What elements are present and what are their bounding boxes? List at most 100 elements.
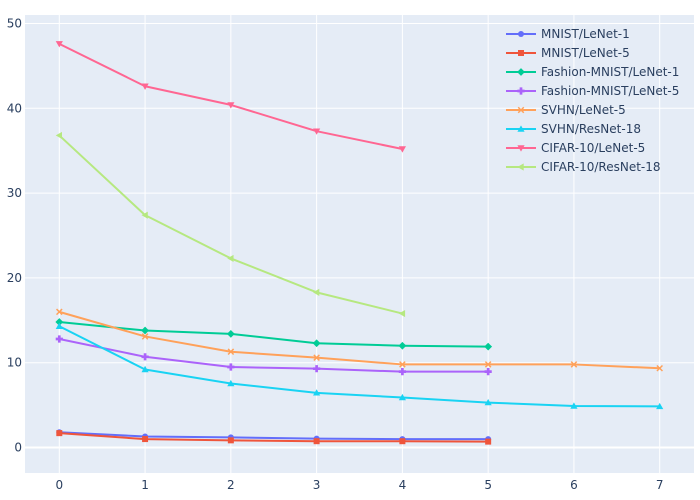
data-point[interactable] — [55, 131, 63, 140]
data-point[interactable] — [141, 211, 148, 219]
legend-label: SVHN/LeNet-5 — [541, 103, 626, 117]
data-point[interactable] — [56, 430, 63, 437]
legend-marker — [518, 31, 524, 37]
data-point[interactable] — [656, 364, 663, 372]
data-point[interactable] — [313, 389, 321, 396]
data-point[interactable] — [56, 308, 63, 316]
data-point[interactable] — [399, 361, 406, 368]
legend[interactable]: MNIST/LeNet-1 MNIST/LeNet-5 Fashion-MNIST/… — [506, 27, 679, 174]
data-point[interactable] — [398, 341, 407, 350]
data-point[interactable] — [55, 335, 63, 343]
data-point[interactable] — [227, 348, 235, 356]
data-point[interactable] — [570, 361, 578, 368]
legend-item-svhn-lenet-5[interactable]: SVHN/LeNet-5 — [506, 103, 626, 117]
series-cifar-10-resnet-18[interactable] — [55, 131, 406, 318]
series-line[interactable] — [58, 325, 660, 408]
y-axis-tick-labels: 0 10 20 30 40 50 — [7, 16, 22, 454]
legend-label: MNIST/LeNet-5 — [541, 46, 630, 60]
data-point[interactable] — [313, 438, 320, 445]
x-tick-label: 7 — [656, 478, 664, 492]
data-point[interactable] — [55, 318, 64, 326]
legend-marker — [517, 145, 525, 152]
data-point[interactable] — [55, 322, 63, 329]
legend-item-cifar-10-resnet-18[interactable]: CIFAR-10/ResNet-18 — [506, 160, 661, 174]
data-point[interactable] — [227, 379, 235, 387]
legend-label: Fashion-MNIST/LeNet-5 — [541, 84, 679, 98]
series-svhn-lenet-5[interactable] — [56, 308, 663, 372]
data-point[interactable] — [141, 326, 149, 335]
data-point[interactable] — [55, 41, 63, 48]
data-point[interactable] — [484, 368, 492, 376]
legend-marker — [517, 125, 525, 132]
series-lines — [55, 41, 664, 445]
y-tick-label: 40 — [7, 101, 22, 115]
data-point[interactable] — [398, 368, 406, 376]
series-fashion-mnist-lenet-5[interactable] — [55, 335, 492, 376]
data-point[interactable] — [656, 402, 664, 410]
y-tick-label: 30 — [7, 186, 22, 200]
series-line[interactable] — [59, 338, 489, 373]
data-point[interactable] — [227, 363, 235, 371]
data-point[interactable] — [313, 354, 320, 361]
legend-item-mnist-lenet-5[interactable]: MNIST/LeNet-5 — [506, 46, 630, 60]
x-tick-label: 2 — [227, 478, 235, 492]
x-tick-label: 4 — [399, 478, 407, 492]
plot-area — [25, 15, 694, 473]
legend-item-cifar-10-lenet-5[interactable]: CIFAR-10/LeNet-5 — [506, 141, 645, 155]
y-tick-label: 0 — [14, 441, 22, 455]
data-point[interactable] — [484, 399, 492, 406]
data-point[interactable] — [141, 333, 149, 340]
data-point[interactable] — [313, 288, 320, 296]
legend-label: SVHN/ResNet-18 — [541, 122, 641, 136]
series-line[interactable] — [59, 431, 489, 441]
data-point[interactable] — [142, 436, 149, 443]
data-point[interactable] — [399, 438, 406, 445]
data-point[interactable] — [141, 353, 149, 361]
data-point[interactable] — [141, 83, 149, 90]
legend-marker — [517, 68, 525, 76]
x-tick-label: 0 — [55, 478, 63, 492]
series-mnist-lenet-5[interactable] — [56, 430, 492, 445]
legend-item-fashion-mnist-lenet-5[interactable]: Fashion-MNIST/LeNet-5 — [506, 84, 679, 98]
legend-label: CIFAR-10/LeNet-5 — [541, 141, 645, 155]
data-point[interactable] — [484, 342, 493, 351]
legend-label: CIFAR-10/ResNet-18 — [541, 160, 661, 174]
legend-item-svhn-resnet-18[interactable]: SVHN/ResNet-18 — [506, 122, 641, 136]
legend-item-fashion-mnist-lenet-1[interactable]: Fashion-MNIST/LeNet-1 — [506, 65, 679, 79]
data-point[interactable] — [398, 146, 406, 153]
data-point[interactable] — [226, 330, 235, 338]
y-tick-label: 10 — [7, 356, 22, 370]
legend-marker — [517, 163, 524, 171]
legend-marker — [517, 106, 525, 114]
x-tick-label: 1 — [141, 478, 149, 492]
data-point[interactable] — [570, 402, 578, 409]
legend-label: MNIST/LeNet-1 — [541, 27, 630, 41]
legend-item-mnist-lenet-1[interactable]: MNIST/LeNet-1 — [506, 27, 630, 41]
series-cifar-10-lenet-5[interactable] — [55, 41, 406, 153]
data-point[interactable] — [227, 102, 235, 109]
data-point[interactable] — [227, 437, 234, 444]
series-line[interactable] — [59, 310, 660, 370]
series-fashion-mnist-lenet-1[interactable] — [55, 318, 493, 351]
series-svhn-resnet-18[interactable] — [55, 322, 664, 410]
data-point[interactable] — [485, 438, 492, 445]
x-tick-label: 6 — [570, 478, 578, 492]
x-tick-label: 5 — [484, 478, 492, 492]
data-point[interactable] — [313, 128, 321, 135]
data-point[interactable] — [398, 309, 406, 318]
data-point[interactable] — [141, 365, 149, 373]
legend-marker — [518, 50, 524, 56]
legend-label: Fashion-MNIST/LeNet-1 — [541, 65, 679, 79]
series-line[interactable] — [59, 321, 489, 348]
data-point[interactable] — [313, 365, 321, 373]
grid-lines — [25, 15, 694, 473]
data-point[interactable] — [484, 361, 492, 368]
data-point[interactable] — [227, 254, 234, 263]
data-point[interactable] — [398, 393, 406, 401]
y-tick-label: 50 — [7, 16, 22, 30]
x-tick-label: 3 — [313, 478, 321, 492]
series-line[interactable] — [59, 432, 489, 443]
x-axis-tick-labels: 0 1 2 3 4 5 6 7 — [55, 478, 663, 492]
data-point[interactable] — [312, 339, 321, 348]
